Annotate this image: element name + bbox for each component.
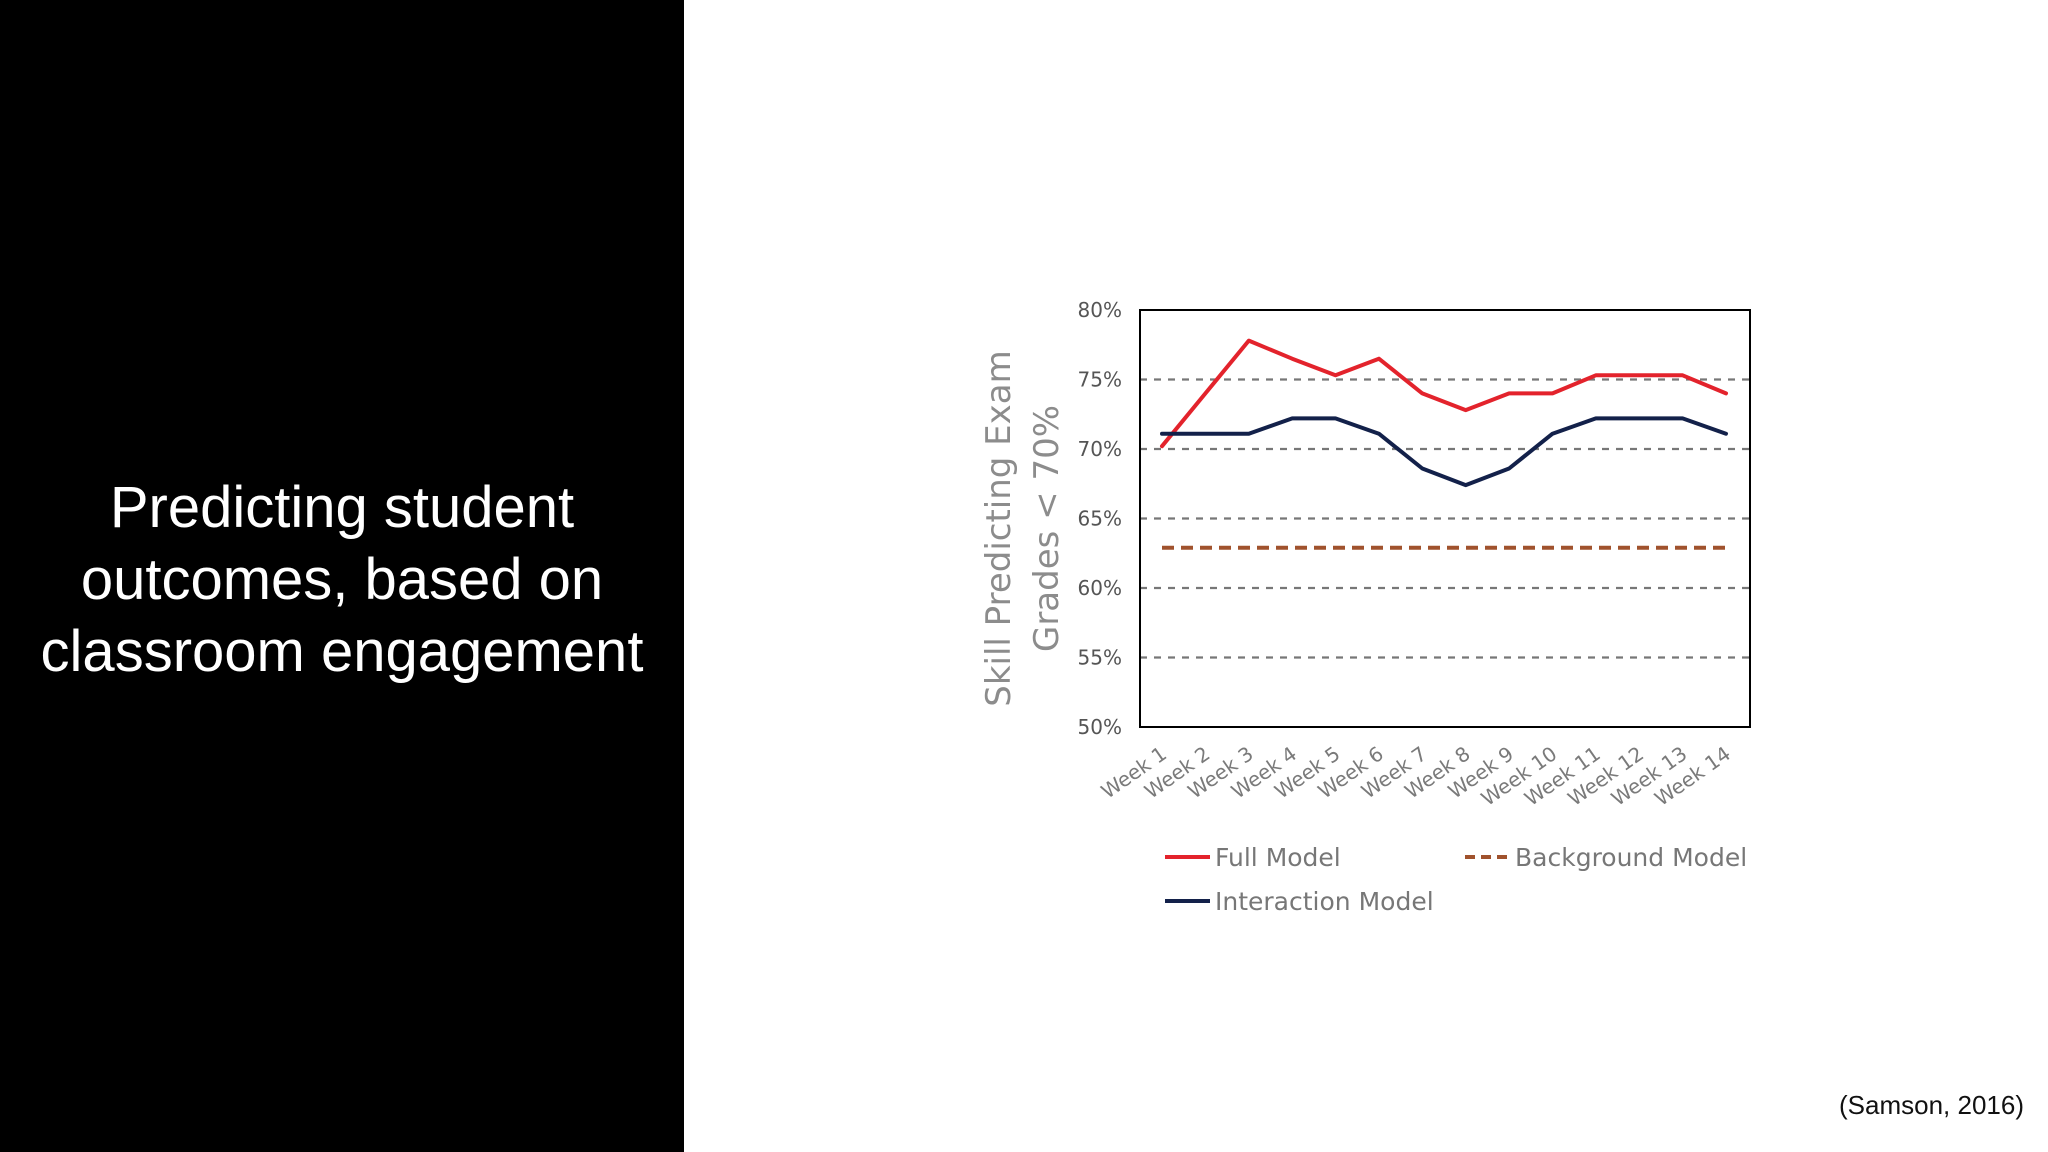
grid-lines [1140,378,1750,659]
y-axis-label-line: Grades < 70% [1027,405,1067,652]
citation: (Samson, 2016) [1839,1090,2024,1120]
y-tick-labels: 50% 55% 60% 65% 70% 75% 80% [1078,298,1122,739]
legend: Full Model Background Model Interaction Mo… [1165,843,1747,916]
y-axis-label-line: Skill Predicting Exam [979,350,1019,706]
series-lines [1160,338,1728,550]
slide-title: Predicting student outcomes, based on cl… [0,472,684,688]
legend-label-full-model: Full Model [1215,843,1341,872]
y-tick-label: 75% [1078,368,1122,392]
y-axis-label: Skill Predicting Exam Grades < 70% [979,350,1067,706]
full-model-line [1160,338,1728,449]
legend-label-interaction-model: Interaction Model [1215,887,1434,916]
y-tick-label: 65% [1078,507,1122,531]
y-tick-label: 55% [1078,646,1122,670]
y-tick-label: 80% [1078,298,1122,322]
slide-title-line: outcomes, based on [80,547,604,612]
title-panel: Predicting student outcomes, based on cl… [0,0,684,1152]
slide-title-line: classroom engagement [40,619,644,684]
plot-area-frame [1139,309,1751,728]
interaction-model-line [1160,416,1728,488]
slide-title-line: Predicting student [109,475,575,540]
y-tick-label: 60% [1078,576,1122,600]
y-tick-label: 50% [1078,715,1122,739]
y-tick-label: 70% [1078,437,1122,461]
legend-label-background-model: Background Model [1515,843,1747,872]
